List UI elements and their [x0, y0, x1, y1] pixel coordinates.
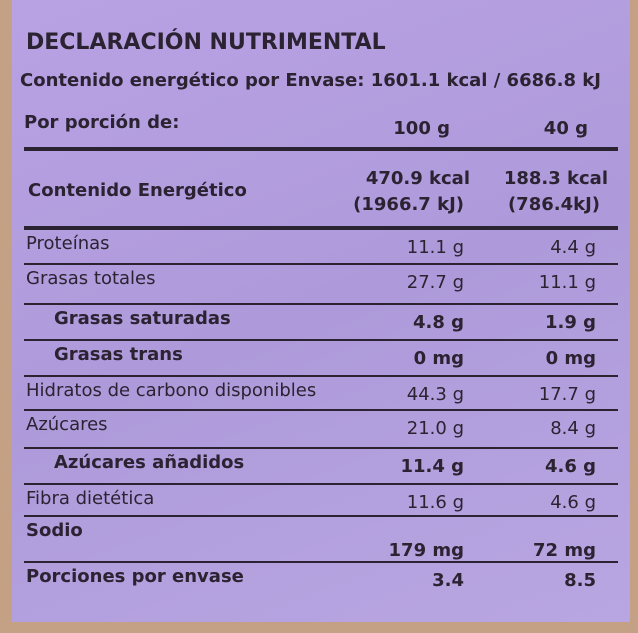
cell: 72 mg: [533, 540, 596, 561]
cell: 1.9 g: [544, 312, 596, 333]
rule: [24, 303, 618, 305]
cell: 179 mg: [388, 540, 464, 561]
cell: 3.4: [432, 570, 464, 591]
label-panel: DECLARACIÓN NUTRIMENTAL Contenido energé…: [12, 0, 630, 622]
cell: (786.4kJ): [507, 194, 600, 215]
subtitle: Contenido energético por Envase: 1601.1 …: [20, 70, 601, 91]
cell: 11.1 g: [538, 272, 596, 293]
cell: 21.0 g: [406, 418, 464, 439]
rule: [24, 226, 618, 230]
cell: 11.4 g: [400, 456, 464, 477]
cell: 4.4 g: [550, 237, 596, 258]
cell: 0 mg: [545, 348, 596, 369]
cell: 44.3 g: [406, 384, 464, 405]
column-header: 40 g: [543, 118, 588, 139]
row-label: Fibra dietética: [26, 488, 155, 509]
cell: 8.4 g: [550, 418, 596, 439]
rule: [24, 483, 618, 485]
rule: [24, 339, 618, 341]
rule: [24, 409, 618, 411]
rule: [24, 147, 618, 151]
cell: 0 mg: [413, 348, 464, 369]
row-label: Grasas trans: [54, 344, 183, 365]
row-label: Contenido Energético: [28, 180, 247, 201]
cell: 4.6 g: [550, 492, 596, 513]
cell: 470.9 kcal: [365, 168, 470, 189]
rule: [24, 515, 618, 517]
row-label: Azúcares: [26, 414, 108, 435]
rule: [24, 263, 618, 265]
row-label: Hidratos de carbono disponibles: [26, 380, 317, 401]
cell: 188.3 kcal: [503, 168, 608, 189]
cell: (1966.7 kJ): [353, 194, 464, 215]
row-label: Sodio: [26, 520, 83, 541]
row-label: Proteínas: [26, 233, 110, 254]
column-header: Por porción de:: [24, 112, 180, 133]
cell: 8.5: [564, 570, 596, 591]
row-label: Azúcares añadidos: [54, 452, 245, 473]
column-header: 100 g: [393, 118, 450, 139]
cell: 11.6 g: [406, 492, 464, 513]
cell: 11.1 g: [406, 237, 464, 258]
cell: 4.8 g: [412, 312, 464, 333]
cell: 4.6 g: [544, 456, 596, 477]
cell: 17.7 g: [538, 384, 596, 405]
row-label: Grasas totales: [26, 268, 156, 289]
rule: [24, 561, 618, 563]
title: DECLARACIÓN NUTRIMENTAL: [26, 30, 386, 55]
cell: 27.7 g: [406, 272, 464, 293]
row-label: Porciones por envase: [26, 566, 244, 587]
rule: [24, 375, 618, 377]
row-label: Grasas saturadas: [54, 308, 231, 329]
rule: [24, 447, 618, 449]
